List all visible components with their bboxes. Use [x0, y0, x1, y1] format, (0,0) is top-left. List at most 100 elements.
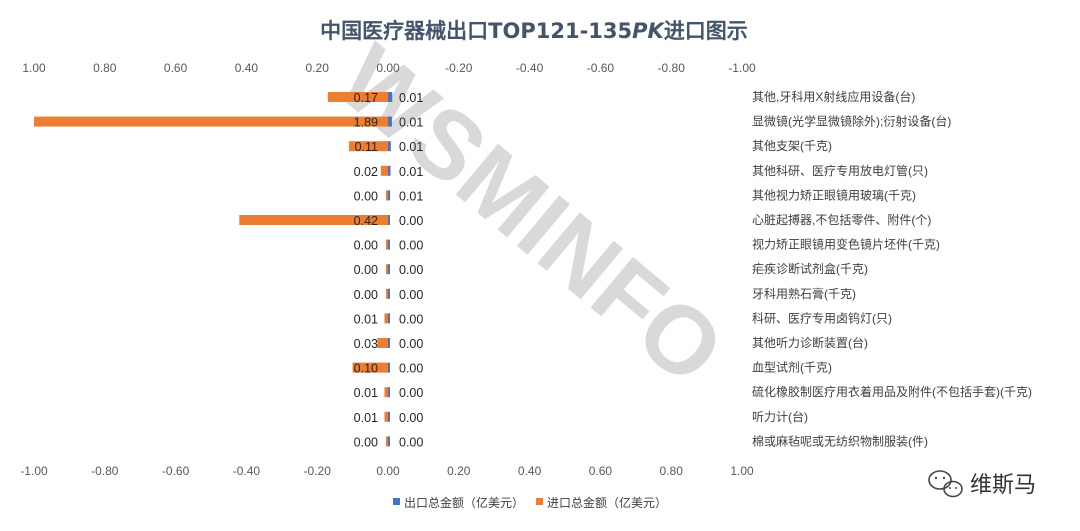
export-data-label: 0.00: [399, 386, 423, 400]
export-bar: [388, 141, 391, 152]
legend-label-import: 进口总金额（亿美元）: [547, 495, 667, 510]
category-label: 科研、医疗专用卤钨灯(只): [752, 310, 892, 325]
category-label: 其他听力诊断装置(台): [752, 335, 868, 350]
top-axis-tick: -0.40: [516, 61, 544, 75]
import-bar: [386, 288, 388, 299]
top-axis-tick: -0.20: [445, 61, 473, 75]
category-label: 其他,牙科用X射线应用设备(台): [752, 89, 915, 104]
bottom-axis-tick: -0.80: [91, 464, 119, 478]
chart-title: 中国医疗器械出口TOP121-135PK进口图示: [320, 19, 748, 43]
bottom-axis: -1.00 -0.80 -0.60 -0.40 -0.20 0.00 0.20 0.40 0.6…: [20, 464, 754, 478]
category-label: 其他视力矫正眼镜用玻璃(千克): [752, 187, 916, 202]
export-bar: [388, 411, 390, 422]
import-bar: [34, 116, 388, 127]
export-bar: [388, 362, 390, 373]
export-bar: [388, 288, 390, 299]
import-bar: [377, 338, 388, 348]
import-bar: [386, 239, 388, 250]
import-bar: [386, 190, 388, 201]
bottom-axis-tick: -0.60: [162, 464, 190, 478]
top-axis-tick: 0.80: [93, 61, 117, 75]
top-axis: 1.00 0.80 0.60 0.40 0.20 0.00 -0.20 -0.40 -0.60 -…: [22, 61, 756, 75]
import-data-label: 0.11: [355, 140, 378, 154]
category-label: 听力计(台): [752, 409, 808, 424]
import-bar: [384, 411, 388, 422]
category-label: 心脏起搏器,不包括零件、附件(个): [752, 212, 931, 227]
bottom-axis-tick: -0.40: [233, 464, 261, 478]
export-data-label: 0.00: [399, 239, 423, 253]
export-bar: [388, 92, 393, 102]
wechat-icon: [928, 470, 963, 498]
import-data-label: 0.03: [354, 337, 378, 351]
top-axis-tick: 0.00: [376, 61, 400, 75]
category-label: 其他科研、医疗专用放电灯管(只): [752, 163, 928, 178]
bottom-axis-tick: 0.40: [518, 464, 542, 478]
top-axis-tick: 0.20: [306, 61, 330, 75]
export-data-label: 0.00: [399, 411, 423, 425]
top-axis-tick: -0.60: [587, 61, 615, 75]
data-labels: 0.17 0.01 1.89 0.01 0.11 0.01 0.02 0.01 0.00 0.01…: [354, 91, 424, 449]
bottom-axis-tick: 1.00: [730, 464, 754, 478]
bottom-axis-tick: 0.20: [447, 464, 471, 478]
brand-name: 维斯马: [970, 472, 1036, 497]
bottom-axis-tick: 0.00: [376, 464, 400, 478]
bottom-axis-tick: 0.80: [660, 464, 684, 478]
export-bar: [388, 313, 390, 324]
import-bar: [380, 165, 388, 176]
export-data-label: 0.01: [399, 91, 423, 105]
bars: [34, 92, 393, 447]
export-bar: [388, 165, 391, 176]
bottom-axis-tick: 0.60: [589, 464, 613, 478]
export-data-label: 0.00: [399, 435, 423, 449]
category-label: 棉或麻毡呢或无纺织物制服装(件): [752, 433, 928, 448]
import-bar: [349, 141, 388, 152]
top-axis-tick: -0.80: [658, 61, 686, 75]
export-data-label: 0.01: [399, 116, 423, 130]
export-bar: [388, 387, 390, 398]
bottom-axis-tick: -0.20: [304, 464, 332, 478]
bottom-axis-tick: -1.00: [20, 464, 48, 478]
export-data-label: 0.01: [399, 189, 423, 203]
export-data-label: 0.00: [399, 337, 423, 351]
export-bar: [388, 215, 390, 225]
import-bar: [384, 387, 388, 398]
import-data-label: 0.01: [354, 312, 378, 326]
import-data-label: 0.00: [354, 435, 378, 449]
legend: 出口总金额（亿美元） 进口总金额（亿美元）: [393, 495, 667, 510]
category-label: 硫化橡胶制医疗用衣着用品及附件(不包括手套)(千克): [752, 384, 1032, 399]
import-bar: [386, 436, 388, 447]
top-axis-tick: 0.40: [235, 61, 259, 75]
import-data-label: 0.01: [354, 386, 378, 400]
import-data-label: 0.00: [354, 288, 378, 302]
import-bar: [327, 92, 388, 102]
category-label: 血型试剂(千克): [752, 360, 832, 375]
export-bar: [388, 338, 390, 348]
legend-label-export: 出口总金额（亿美元）: [404, 495, 524, 510]
export-data-label: 0.01: [399, 140, 423, 154]
top-axis-tick: -1.00: [728, 61, 756, 75]
category-label: 视力矫正眼镜用变色镜片坯件(千克): [752, 237, 940, 252]
category-label: 疟疾诊断试剂盒(千克): [752, 261, 868, 276]
export-bar: [388, 239, 390, 250]
import-data-label: 0.00: [354, 189, 378, 203]
category-label: 牙科用熟石膏(千克): [752, 286, 856, 301]
category-labels: 其他,牙科用X射线应用设备(台) 显微镜(光学显微镜除外);衍射设备(台) 其他支架…: [752, 89, 1032, 448]
brand-mark: 维斯马: [928, 470, 1036, 498]
top-axis-tick: 0.60: [164, 61, 188, 75]
import-bar: [239, 215, 388, 225]
import-bar: [384, 313, 388, 324]
import-data-label: 0.10: [354, 362, 378, 376]
import-data-label: 0.00: [354, 263, 378, 277]
import-data-label: 0.02: [354, 165, 378, 179]
import-bar: [352, 362, 388, 373]
import-data-label: 1.89: [354, 116, 378, 130]
export-data-label: 0.01: [399, 165, 423, 179]
export-bar: [388, 116, 392, 127]
import-bar: [386, 264, 388, 275]
export-data-label: 0.00: [399, 214, 423, 228]
export-data-label: 0.00: [399, 263, 423, 277]
category-label: 显微镜(光学显微镜除外);衍射设备(台): [752, 114, 951, 129]
import-data-label: 0.42: [354, 214, 378, 228]
top-axis-tick: 1.00: [22, 61, 46, 75]
